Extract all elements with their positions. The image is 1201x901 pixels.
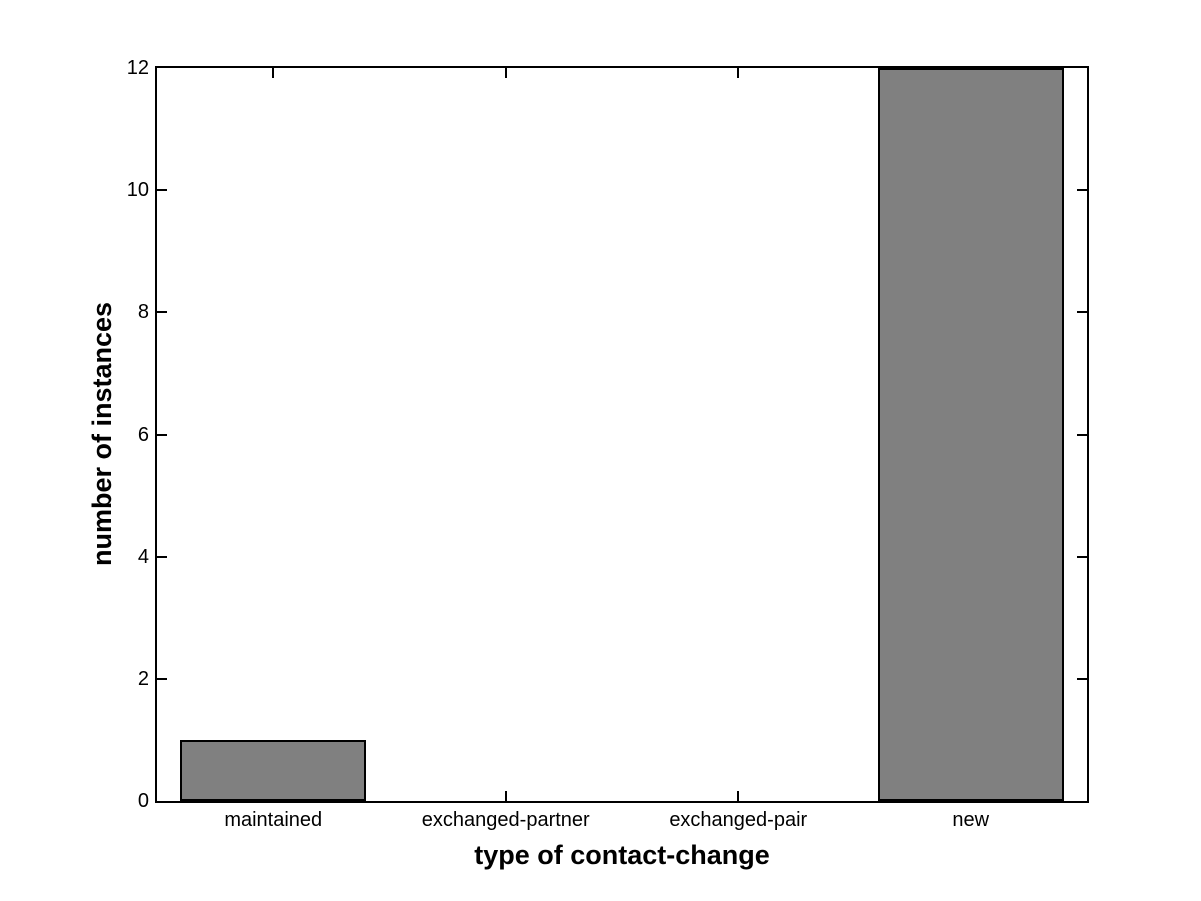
y-tick-label: 2 [137,667,149,690]
y-tick-label: 12 [126,57,149,79]
bar-maintained [180,739,367,801]
x-axis-label: type of contact-change [474,840,770,870]
y-tick-label: 4 [137,545,149,568]
y-tick-label: 10 [126,179,149,202]
x-tick-label: exchanged-partner [421,809,590,831]
y-axis-tick [157,555,167,558]
y-axis-tick [157,677,167,680]
y-axis-tick [157,189,167,192]
x-axis-tick-top [504,68,507,78]
y-axis-tick-right [1077,677,1087,680]
x-axis-tick-top [737,68,740,78]
plot-area [155,66,1089,803]
x-axis-tick [504,791,507,801]
y-tick-label: 6 [137,423,149,446]
y-tick-label: 8 [137,301,149,324]
x-axis-tick [737,791,740,801]
y-axis-tick-right [1077,433,1087,436]
x-axis-tick-top [272,68,275,78]
x-tick-label: new [952,809,990,831]
bar-new [877,68,1064,801]
y-axis-tick-right [1077,555,1087,558]
y-axis-tick [157,433,167,436]
y-axis-tick-right [1077,189,1087,192]
y-axis-tick-right [1077,311,1087,314]
y-axis-tick [157,311,167,314]
y-axis-label: number of instances [87,301,117,567]
y-tick-label: 0 [137,790,149,812]
x-tick-label: exchanged-pair [669,809,808,831]
x-tick-label: maintained [224,809,323,831]
